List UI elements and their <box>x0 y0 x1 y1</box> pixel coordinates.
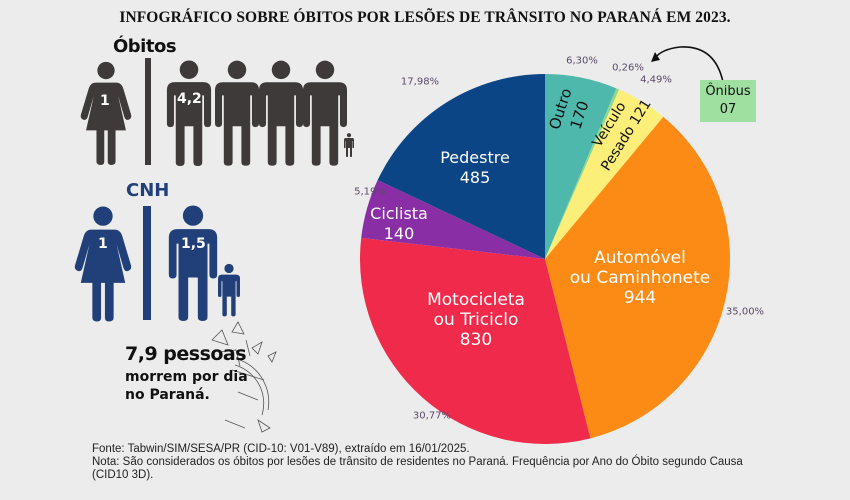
obitos-label: Óbitos <box>113 36 177 57</box>
obitos-male-ratio: 4,2 <box>177 91 202 107</box>
cnh-male-ratio: 1,5 <box>181 236 206 252</box>
footer-note: Nota: São considerados os óbitos por les… <box>92 456 743 481</box>
pie-slice-label-line: 485 <box>459 168 491 187</box>
pie-percent-label: 30,77% <box>412 410 452 422</box>
infographic-title: INFOGRÁFICO SOBRE ÓBITOS POR LESÕES DE T… <box>119 9 731 26</box>
pie-slice-ciclista <box>361 180 545 259</box>
pie-percent-label: 6,30% <box>566 55 598 67</box>
divider-bar <box>145 58 151 165</box>
pie-slice-label-line: Automóvel <box>594 248 686 268</box>
onibus-callout: Ônibus 07 <box>700 80 756 122</box>
crash-illustration-icon <box>211 321 277 433</box>
pie-slice-label: Pedestre 485 <box>440 148 510 188</box>
pie-percent-label: 4,49% <box>640 74 672 86</box>
man-icon <box>215 60 259 166</box>
pie-slice-label: Automóvel ou Caminhonete 944 <box>570 248 710 308</box>
cnh-label: CNH <box>126 180 170 201</box>
small-man-icon <box>344 133 354 157</box>
pie-slice-label-line: 944 <box>623 288 657 308</box>
daily-deaths-text: morrem por dia no Paraná. <box>125 368 248 404</box>
pie-percent-label: 17,98% <box>400 76 440 88</box>
pie-slice--nibus <box>545 88 620 259</box>
pie-slice-ve-culo-pesado <box>545 89 664 260</box>
footer-source: Fonte: Tabwin/SIM/SESA/PR (CID-10: V01-V… <box>92 443 470 455</box>
pie-percent-label: 0,26% <box>612 62 644 74</box>
pie-slice-label-line: Pedestre <box>440 148 510 167</box>
pie-slice-label: Ciclista 140 <box>370 204 428 244</box>
obitos-female-ratio: 1 <box>100 93 110 109</box>
pie-chart <box>359 74 730 444</box>
pie-percent-label: 35,00% <box>725 306 765 318</box>
daily-line-3: no Paraná. <box>125 387 210 403</box>
pie-slice-label-line: 830 <box>459 330 493 350</box>
obitos-figures <box>80 58 354 166</box>
pie-slice-outro <box>545 74 617 259</box>
man-icon <box>259 60 303 166</box>
callout-line-1: Ônibus <box>705 84 751 99</box>
child-icon <box>218 263 240 317</box>
pie-percent-label: 5,19% <box>354 186 386 198</box>
divider-bar <box>143 206 151 320</box>
woman-icon <box>74 206 132 322</box>
pie-slice-label-line: ou Triciclo <box>433 310 519 330</box>
onibus-arrow <box>651 46 724 83</box>
pie-slice-label-line: Motocicleta <box>427 290 525 310</box>
footer: Fonte: Tabwin/SIM/SESA/PR (CID-10: V01-V… <box>92 443 772 482</box>
pie-slice-pedestre <box>377 74 545 259</box>
pie-slice-label: Motocicleta ou Triciclo 830 <box>427 290 525 350</box>
man-icon <box>166 60 212 166</box>
cnh-figures <box>74 205 240 322</box>
cnh-female-ratio: 1 <box>98 236 108 252</box>
pie-slice-autom-vel-ou-caminhonete <box>545 116 730 439</box>
pie-slice-label-line: 140 <box>383 224 415 243</box>
pie-slice-motocicleta-ou-triciclo <box>359 237 591 444</box>
man-icon <box>303 60 347 166</box>
daily-deaths-count: 7,9 pessoas <box>125 343 247 365</box>
man-icon <box>168 205 218 321</box>
pie-slice-label-line: ou Caminhonete <box>569 268 711 288</box>
daily-line-2: morrem por dia <box>125 369 248 385</box>
callout-line-2: 07 <box>719 102 737 117</box>
woman-icon <box>80 61 132 165</box>
pie-slice-label-line: Ciclista <box>370 204 428 223</box>
